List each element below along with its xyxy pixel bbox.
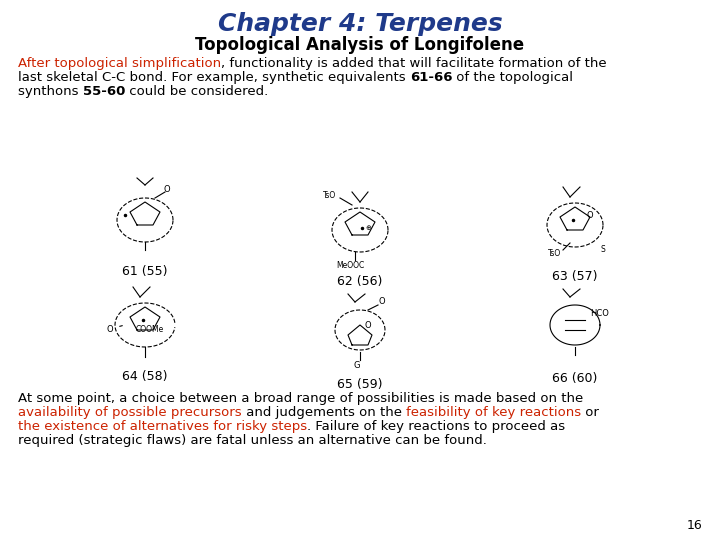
Text: 65 (59): 65 (59) <box>337 378 383 391</box>
Text: COOMe: COOMe <box>136 326 164 334</box>
Text: 61 (55): 61 (55) <box>122 265 168 278</box>
Text: O: O <box>379 298 385 307</box>
Text: feasibility of key reactions: feasibility of key reactions <box>406 406 581 419</box>
Text: After topological simplification: After topological simplification <box>18 57 221 70</box>
Text: 61-66: 61-66 <box>410 71 452 84</box>
Text: or: or <box>581 406 599 419</box>
Text: O: O <box>107 326 113 334</box>
Text: MeOOC: MeOOC <box>336 260 364 269</box>
Text: . Failure of key reactions to proceed as: . Failure of key reactions to proceed as <box>307 420 565 433</box>
Text: and judgements on the: and judgements on the <box>242 406 406 419</box>
Text: could be considered.: could be considered. <box>125 85 269 98</box>
Text: , functionality is added that will facilitate formation of the: , functionality is added that will facil… <box>221 57 607 70</box>
Text: O: O <box>587 211 593 219</box>
Text: TsO: TsO <box>549 248 562 258</box>
Text: the existence of alternatives for risky steps: the existence of alternatives for risky … <box>18 420 307 433</box>
Text: 16: 16 <box>686 519 702 532</box>
Text: O: O <box>163 186 171 194</box>
Text: 66 (60): 66 (60) <box>552 372 598 385</box>
Text: last skeletal C-C bond. For example, synthetic equivalents: last skeletal C-C bond. For example, syn… <box>18 71 410 84</box>
Text: S: S <box>600 246 606 254</box>
Text: 63 (57): 63 (57) <box>552 270 598 283</box>
Text: 64 (58): 64 (58) <box>122 370 168 383</box>
Text: 55-60: 55-60 <box>83 85 125 98</box>
Text: Topological Analysis of Longifolene: Topological Analysis of Longifolene <box>195 36 525 54</box>
Text: of the topological: of the topological <box>452 71 573 84</box>
Text: ⊕: ⊕ <box>365 225 371 231</box>
Text: 62 (56): 62 (56) <box>337 275 383 288</box>
Text: synthons: synthons <box>18 85 83 98</box>
Text: TsO: TsO <box>323 191 337 199</box>
Text: G: G <box>354 361 360 369</box>
Text: O: O <box>365 321 372 329</box>
Text: Chapter 4: Terpenes: Chapter 4: Terpenes <box>217 12 503 36</box>
Text: availability of possible precursors: availability of possible precursors <box>18 406 242 419</box>
Text: At some point, a choice between a broad range of possibilities is made based on : At some point, a choice between a broad … <box>18 392 583 405</box>
Text: HCO: HCO <box>590 308 609 318</box>
Text: required (strategic flaws) are fatal unless an alternative can be found.: required (strategic flaws) are fatal unl… <box>18 434 487 447</box>
